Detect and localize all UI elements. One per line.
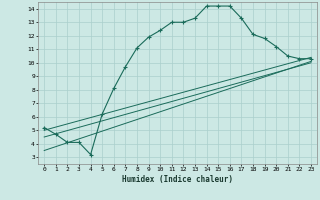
X-axis label: Humidex (Indice chaleur): Humidex (Indice chaleur)	[122, 175, 233, 184]
